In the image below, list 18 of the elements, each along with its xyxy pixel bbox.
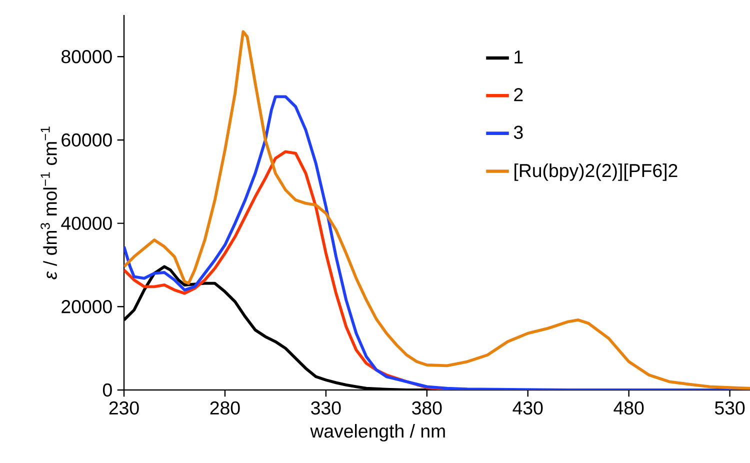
x-tick-label: 530 [714,401,745,415]
x-axis-title: wavelength / nm [310,424,445,442]
x-tick-label: 230 [109,401,139,415]
y-tick-label: 0 [102,383,112,397]
x-tick-label: 280 [210,401,240,415]
x-tick-label: 330 [311,401,341,415]
x-tick-label: 430 [512,401,543,415]
legend-label: 2 [514,88,523,102]
y-tick-label: 20000 [62,300,112,314]
x-tick-label: 480 [614,401,644,415]
x-tick-label: 380 [412,401,442,415]
y-axis-title: ε / dm$^{3}$ mol$^{−1}$ cm$^{−1}$ [40,126,57,280]
legend-label: [Ru(bpy)2(2)][PF6]2 [514,163,678,181]
legend-label: 1 [514,50,523,64]
y-tick-label: 40000 [61,216,112,230]
legend-label: 3 [514,126,523,140]
y-tick-label: 80000 [62,50,112,64]
y-tick-label: 60000 [62,133,112,147]
